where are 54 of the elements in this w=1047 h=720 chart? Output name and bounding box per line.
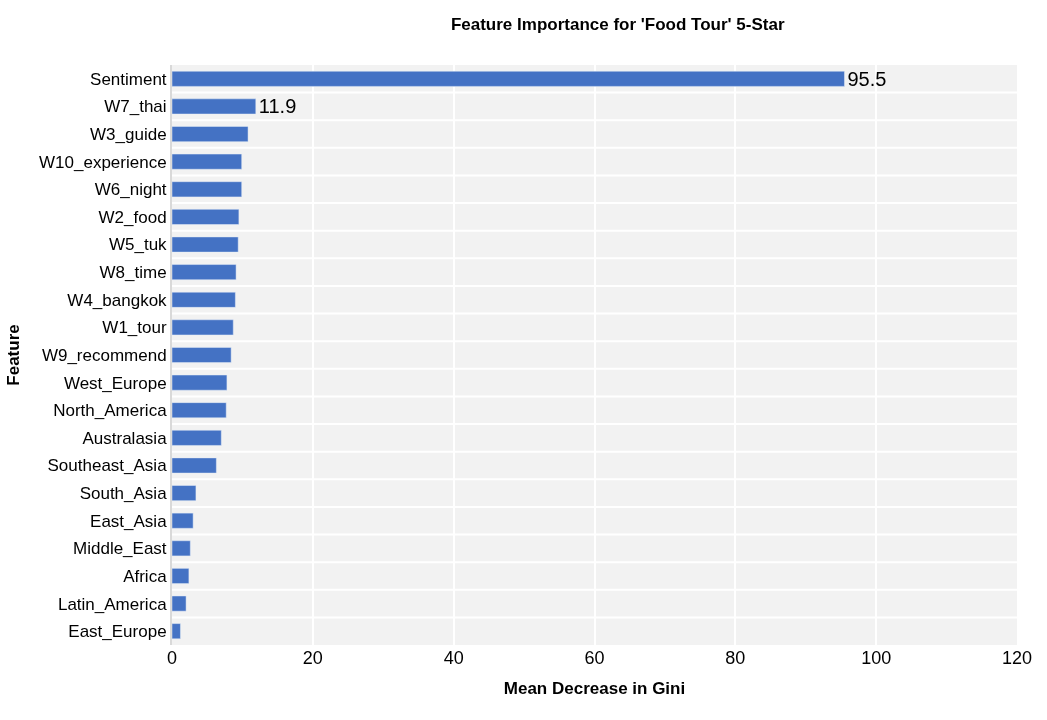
bar bbox=[172, 512, 194, 529]
bar bbox=[172, 623, 181, 640]
bar bbox=[172, 457, 217, 474]
bar bbox=[172, 291, 236, 308]
y-tick-label: W3_guide bbox=[90, 125, 167, 144]
bar bbox=[172, 319, 234, 336]
bar bbox=[172, 209, 240, 225]
bar bbox=[172, 595, 187, 612]
y-tick-label: West_Europe bbox=[63, 373, 167, 393]
bar bbox=[172, 126, 249, 142]
y-tick-label: W6_night bbox=[94, 180, 167, 200]
x-tick-label: 120 bbox=[1001, 648, 1033, 668]
bar bbox=[172, 374, 228, 391]
bar bbox=[172, 540, 191, 557]
x-tick-label: 0 bbox=[166, 648, 178, 668]
bar bbox=[172, 264, 237, 280]
y-tick-label: North_America bbox=[53, 401, 168, 421]
y-tick-label: W10_experience bbox=[39, 152, 167, 172]
y-tick-label: Middle_East bbox=[73, 539, 167, 559]
x-axis-title: Mean Decrease in Gini bbox=[503, 679, 686, 699]
x-tick-label: 100 bbox=[861, 648, 892, 668]
y-tick-label: W4_bangkok bbox=[67, 290, 168, 310]
y-tick-label: Latin_America bbox=[57, 594, 168, 614]
bar bbox=[172, 236, 239, 253]
data-label: 95.5 bbox=[847, 67, 887, 90]
y-tick-label: W5_tuk bbox=[108, 235, 168, 255]
y-tick-label: East_Europe bbox=[68, 622, 167, 642]
bar bbox=[172, 347, 232, 363]
bar bbox=[172, 98, 257, 115]
x-tick-label: 60 bbox=[584, 648, 605, 668]
y-tick-label: Southeast_Asia bbox=[47, 456, 168, 476]
bar bbox=[172, 430, 222, 446]
y-tick-label: Australasia bbox=[82, 428, 168, 448]
y-tick-label: W7_thai bbox=[104, 97, 167, 117]
chart-title: Feature Importance for 'Food Tour' 5-Star bbox=[450, 14, 785, 34]
y-tick-label: East_Asia bbox=[90, 511, 168, 531]
y-tick-label: Africa bbox=[123, 566, 168, 586]
y-tick-label: Sentiment bbox=[90, 69, 167, 89]
x-tick-label: 80 bbox=[725, 648, 746, 668]
x-tick-label: 20 bbox=[302, 648, 323, 668]
data-label: 11.9 bbox=[258, 95, 297, 118]
y-tick-label: South_Asia bbox=[79, 484, 168, 504]
bar bbox=[172, 402, 227, 419]
y-tick-label: W1_tour bbox=[102, 318, 167, 338]
bar bbox=[172, 70, 845, 87]
bar bbox=[172, 153, 242, 170]
x-tick-label: 40 bbox=[443, 648, 464, 668]
y-tick-label: W8_time bbox=[99, 263, 167, 283]
y-tick-label: W2_food bbox=[98, 207, 167, 227]
y-axis-title: Feature bbox=[4, 324, 24, 386]
y-tick-label: W9_recommend bbox=[41, 345, 167, 365]
bar bbox=[172, 181, 242, 198]
bar bbox=[172, 568, 190, 584]
bar bbox=[172, 485, 197, 501]
